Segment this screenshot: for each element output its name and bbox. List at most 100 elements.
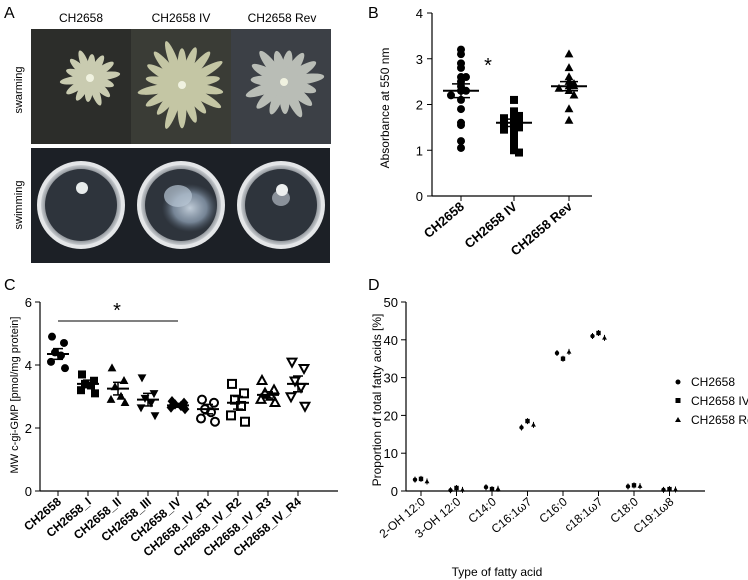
y-tick-label: 10 xyxy=(384,446,398,461)
data-point xyxy=(78,370,86,379)
data-point xyxy=(564,63,574,72)
panel-b-y-axis-label: Absorbance at 550 nm xyxy=(378,48,392,169)
y-tick-label: 50 xyxy=(384,295,398,310)
data-point xyxy=(209,397,219,408)
data-point xyxy=(510,95,518,104)
panel-a-label: A xyxy=(4,5,15,22)
legend-marker-ch2658-rev xyxy=(675,417,681,422)
panel-d-x-axis-label: Type of fatty acid xyxy=(452,565,543,579)
data-point xyxy=(239,388,249,399)
data-point xyxy=(77,386,85,395)
y-tick-label: 0 xyxy=(416,189,423,204)
swarming-plate-ch2658 xyxy=(31,29,131,144)
data-point xyxy=(91,389,99,398)
data-point xyxy=(268,395,282,407)
data-point xyxy=(554,83,564,92)
data-point xyxy=(149,390,159,399)
y-tick-label: 3 xyxy=(416,52,423,67)
legend-marker-ch2658 xyxy=(675,379,681,385)
data-point xyxy=(240,416,250,427)
data-point xyxy=(510,109,518,118)
panel-c: C MW c-gi-GMP [pmol/mg protein] * 0246CH… xyxy=(4,277,338,559)
data-point xyxy=(510,146,518,155)
data-point xyxy=(285,357,299,369)
swimming-well-ch2658-rev xyxy=(237,161,325,249)
swimming-well-ch2658-iv xyxy=(137,161,225,249)
data-point xyxy=(255,373,269,385)
data-point xyxy=(90,376,98,385)
swimming-well-ch2658 xyxy=(37,161,125,249)
data-point xyxy=(298,401,312,413)
panel-c-significance-star: * xyxy=(113,300,121,322)
data-point xyxy=(297,363,311,376)
data-point xyxy=(564,49,574,58)
data-point xyxy=(564,72,574,81)
data-point xyxy=(457,63,465,72)
data-point xyxy=(120,398,130,406)
swimming-plates xyxy=(31,148,330,263)
y-tick-label: 1 xyxy=(416,143,423,158)
data-point xyxy=(137,374,147,383)
panel-c-label: C xyxy=(4,277,16,294)
data-point xyxy=(457,105,465,114)
data-point xyxy=(564,115,574,124)
legend-entry-ch2658-iv: CH2658 IV xyxy=(691,394,748,408)
y-tick-label: 4 xyxy=(25,358,32,373)
panel-b: B Absorbance at 550 nm 0 1 2 3 4 CH2658 CH2658… xyxy=(368,5,592,259)
data-point xyxy=(150,412,160,421)
panel-d: D Proportion of total fatty acids [%] Ty… xyxy=(368,277,748,579)
data-point xyxy=(197,394,207,405)
inoculation-point xyxy=(86,74,94,82)
data-point xyxy=(254,392,268,404)
swarming-plate-ch2658-iv xyxy=(131,29,231,144)
data-point xyxy=(226,410,236,421)
x-tick-label: CH2658 xyxy=(421,199,467,241)
panel-b-label: B xyxy=(368,5,379,22)
legend-marker-ch2658-iv xyxy=(675,398,681,403)
data-point xyxy=(564,104,574,113)
y-tick-label: 2 xyxy=(25,421,32,436)
panel-a-column-header-2: CH2658 IV xyxy=(152,11,211,25)
panel-d-legend: CH2658 CH2658 IV CH2658 Rev xyxy=(675,375,748,427)
data-point xyxy=(106,394,116,403)
data-point xyxy=(146,399,156,408)
data-point xyxy=(457,143,465,152)
data-point xyxy=(510,139,518,148)
data-point xyxy=(564,76,574,85)
y-tick-label: 0 xyxy=(25,484,32,499)
data-point xyxy=(500,114,508,123)
data-point xyxy=(258,386,272,398)
y-tick-label: 0 xyxy=(391,484,398,499)
panel-a-column-header-1: CH2658 xyxy=(59,11,103,25)
data-point xyxy=(267,383,281,395)
legend-entry-ch2658-rev: CH2658 Rev xyxy=(691,413,748,427)
data-point xyxy=(457,137,465,146)
panel-a-row-label-swarming: swarming xyxy=(13,66,25,113)
inoculation-point xyxy=(280,78,288,86)
data-point xyxy=(196,413,206,424)
legend-entry-ch2658: CH2658 xyxy=(691,375,735,389)
data-point xyxy=(60,338,68,347)
data-point xyxy=(227,378,237,389)
panel-a-column-header-3: CH2658 Rev xyxy=(248,11,317,25)
data-point xyxy=(210,416,220,427)
x-tick-label: C19:1ω8 xyxy=(631,494,677,536)
y-tick-label: 2 xyxy=(416,98,423,113)
panel-d-y-axis-label: Proportion of total fatty acids [%] xyxy=(370,314,384,487)
panel-c-chart: 0246CH2658CH2658_ICH2658_IICH2658_IIICH2… xyxy=(21,295,338,559)
data-point xyxy=(510,127,518,136)
y-tick-label: 40 xyxy=(384,333,398,348)
x-tick-label: C16:1ω7 xyxy=(489,494,535,536)
data-point xyxy=(515,123,523,132)
data-point xyxy=(457,50,465,59)
y-tick-label: 4 xyxy=(416,6,423,21)
panel-a-row-label-swimming: swimming xyxy=(13,181,25,230)
y-tick-label: 6 xyxy=(25,295,32,310)
panel-d-label: D xyxy=(368,277,380,294)
y-tick-label: 30 xyxy=(384,371,398,386)
panel-a: A CH2658 CH2658 IV CH2658 Rev swarming s… xyxy=(4,5,331,263)
x-tick-label: c18:1ω7 xyxy=(562,494,606,534)
